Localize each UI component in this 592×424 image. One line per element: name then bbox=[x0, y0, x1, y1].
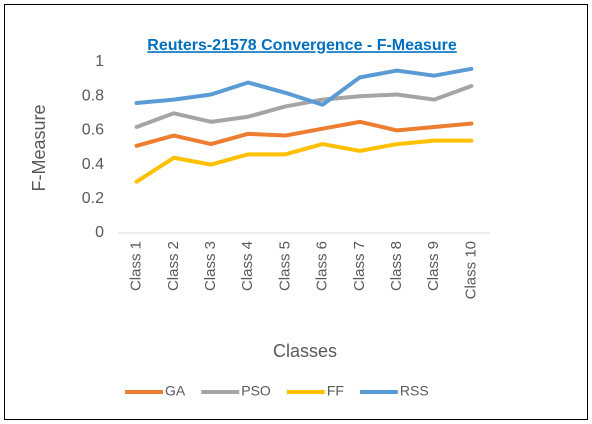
line-series bbox=[134, 66, 474, 107]
y-tick-label: 0.8 bbox=[82, 87, 104, 104]
x-tick-label: Class 2 bbox=[165, 241, 182, 291]
x-tick-label: Class 4 bbox=[239, 241, 256, 291]
legend-label: PSO bbox=[241, 383, 271, 399]
legend-label: GA bbox=[165, 383, 186, 399]
legend-label: FF bbox=[327, 383, 344, 399]
x-axis-title: Classes bbox=[273, 341, 337, 361]
x-tick-label: Class 1 bbox=[128, 241, 145, 291]
chart-title: Reuters-21578 Convergence - F-Measure bbox=[147, 37, 457, 54]
y-tick-label: 0 bbox=[95, 224, 104, 241]
line-series bbox=[134, 83, 474, 129]
y-tick-label: 1 bbox=[95, 53, 104, 70]
y-tick-label: 0.6 bbox=[82, 122, 104, 139]
y-tick-label: 0.4 bbox=[82, 156, 104, 173]
x-tick-label: Class 3 bbox=[202, 241, 219, 291]
x-tick-label: Class 9 bbox=[425, 241, 442, 291]
x-tick-label: Class 8 bbox=[388, 241, 405, 291]
line-series bbox=[134, 138, 474, 184]
y-tick-label: 0.2 bbox=[82, 190, 104, 207]
y-axis-title: F-Measure bbox=[29, 104, 49, 191]
x-tick-label: Class 10 bbox=[462, 241, 479, 299]
x-tick-label: Class 5 bbox=[276, 241, 293, 291]
x-tick-label: Class 7 bbox=[351, 241, 368, 291]
legend-label: RSS bbox=[400, 383, 429, 399]
chart-border bbox=[4, 4, 588, 420]
line-series bbox=[134, 119, 474, 148]
x-tick-label: Class 6 bbox=[314, 241, 331, 291]
